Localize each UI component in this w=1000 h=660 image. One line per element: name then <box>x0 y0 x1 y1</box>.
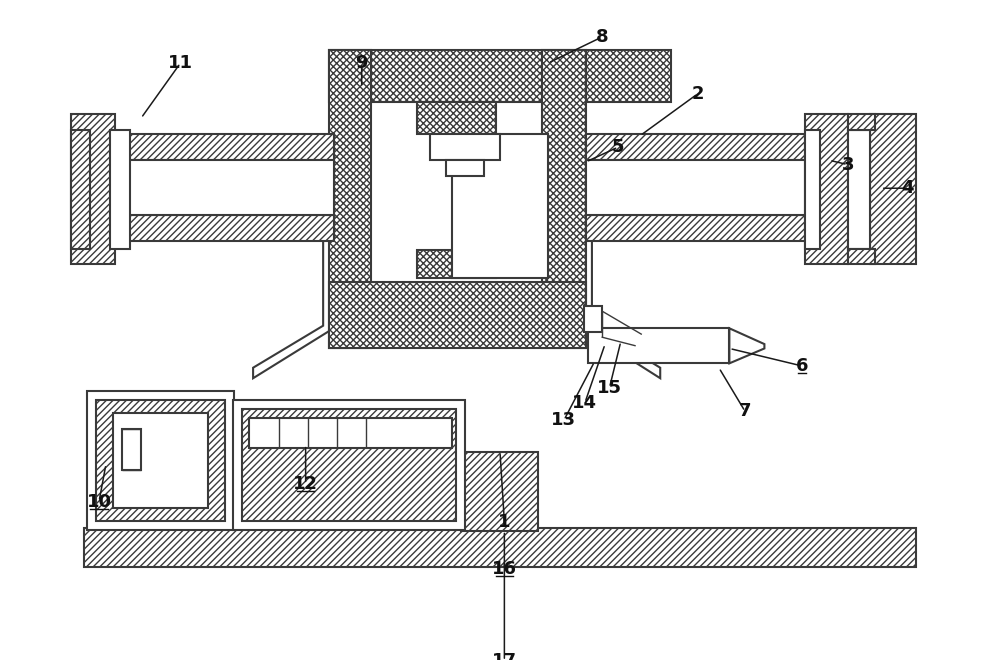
Polygon shape <box>588 328 729 364</box>
Text: 2: 2 <box>692 84 704 103</box>
Bar <box>848 114 875 129</box>
Bar <box>87 391 234 530</box>
Bar <box>805 129 820 249</box>
Bar <box>329 282 586 348</box>
Bar <box>71 129 90 249</box>
Bar <box>417 102 496 134</box>
Bar <box>417 249 496 279</box>
Bar <box>242 409 456 521</box>
Bar <box>805 114 848 265</box>
Bar <box>110 129 130 249</box>
Bar <box>584 306 602 332</box>
Bar <box>84 528 916 568</box>
Bar <box>446 160 484 176</box>
Text: 10: 10 <box>87 492 112 511</box>
Bar <box>249 418 452 448</box>
Text: 11: 11 <box>168 54 193 72</box>
Bar <box>586 160 806 214</box>
Polygon shape <box>253 236 329 378</box>
Text: 7: 7 <box>739 403 751 420</box>
Bar <box>586 134 806 160</box>
Text: 15: 15 <box>597 379 622 397</box>
Bar <box>542 50 586 348</box>
Bar <box>452 134 548 279</box>
Bar <box>110 134 334 160</box>
Bar <box>110 214 334 241</box>
Text: 5: 5 <box>612 138 624 156</box>
Text: 9: 9 <box>355 54 368 72</box>
Text: 4: 4 <box>901 180 913 197</box>
Text: 6: 6 <box>796 357 808 375</box>
Bar <box>110 160 334 214</box>
Bar <box>71 114 115 265</box>
Text: 16: 16 <box>492 560 517 578</box>
Polygon shape <box>729 328 764 364</box>
Text: 1: 1 <box>498 513 511 531</box>
Polygon shape <box>586 236 660 378</box>
Bar <box>586 214 806 241</box>
Bar <box>848 249 875 265</box>
Bar <box>329 50 671 102</box>
Bar <box>122 429 141 470</box>
Bar <box>329 50 371 348</box>
Bar <box>371 102 542 282</box>
Text: 13: 13 <box>551 411 576 429</box>
Text: 12: 12 <box>293 475 318 493</box>
Text: 17: 17 <box>492 652 517 660</box>
Bar <box>848 129 870 249</box>
Bar <box>233 400 465 530</box>
Text: 3: 3 <box>841 156 854 174</box>
Bar <box>430 134 500 160</box>
Text: 14: 14 <box>572 394 597 412</box>
Bar <box>461 452 538 531</box>
Bar <box>113 413 208 508</box>
Bar <box>870 114 916 265</box>
Bar <box>96 400 225 521</box>
Text: 8: 8 <box>596 28 609 46</box>
